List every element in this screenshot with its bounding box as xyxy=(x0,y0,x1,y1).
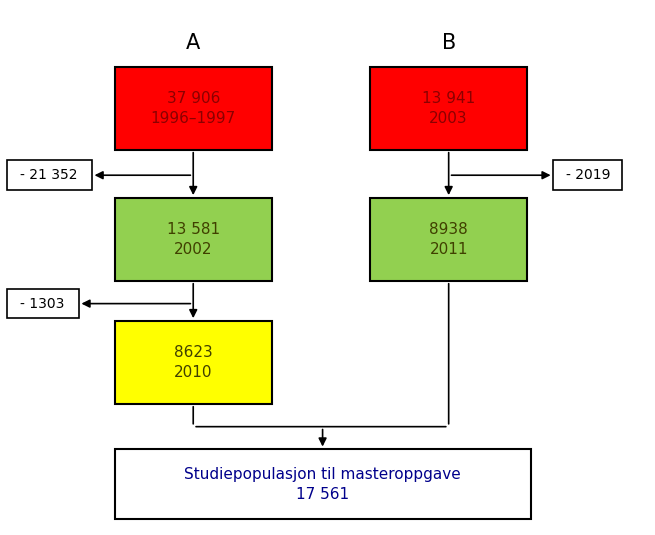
FancyBboxPatch shape xyxy=(7,160,92,190)
Text: 13 581
2002: 13 581 2002 xyxy=(166,222,220,257)
Text: 37 906
1996–1997: 37 906 1996–1997 xyxy=(151,91,236,126)
Text: 8623
2010: 8623 2010 xyxy=(174,345,213,380)
Text: 13 941
2003: 13 941 2003 xyxy=(422,91,476,126)
Text: A: A xyxy=(186,33,200,53)
Text: - 1303: - 1303 xyxy=(20,296,65,311)
FancyBboxPatch shape xyxy=(115,198,272,281)
FancyBboxPatch shape xyxy=(115,449,531,519)
Text: - 21 352: - 21 352 xyxy=(20,168,78,182)
FancyBboxPatch shape xyxy=(7,289,79,318)
Text: 8938
2011: 8938 2011 xyxy=(429,222,468,257)
Text: B: B xyxy=(441,33,456,53)
FancyBboxPatch shape xyxy=(370,67,527,150)
FancyBboxPatch shape xyxy=(115,321,272,404)
FancyBboxPatch shape xyxy=(115,67,272,150)
Text: - 2019: - 2019 xyxy=(566,168,610,182)
FancyBboxPatch shape xyxy=(553,160,622,190)
Text: Studiepopulasjon til masteroppgave
17 561: Studiepopulasjon til masteroppgave 17 56… xyxy=(184,467,461,502)
FancyBboxPatch shape xyxy=(370,198,527,281)
